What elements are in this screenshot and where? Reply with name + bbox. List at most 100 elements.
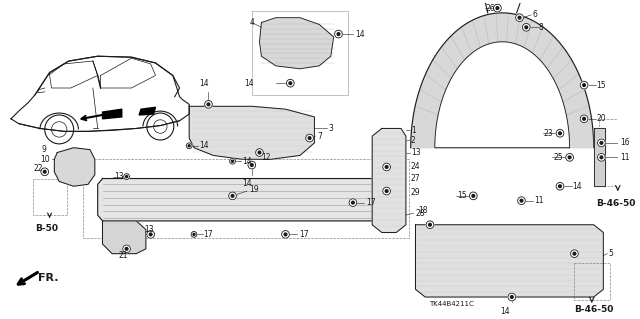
Text: 18: 18 — [419, 206, 428, 215]
Polygon shape — [98, 179, 394, 221]
Circle shape — [232, 160, 234, 162]
Circle shape — [582, 84, 586, 86]
Circle shape — [282, 231, 289, 238]
Polygon shape — [372, 129, 406, 233]
Text: 14: 14 — [199, 141, 209, 150]
Circle shape — [289, 82, 292, 85]
Circle shape — [258, 151, 261, 154]
Text: 13: 13 — [114, 172, 124, 181]
Text: 23: 23 — [543, 129, 553, 138]
Text: 13: 13 — [411, 148, 420, 157]
Polygon shape — [411, 13, 594, 148]
Polygon shape — [259, 18, 333, 69]
Circle shape — [429, 223, 431, 226]
Text: 15: 15 — [596, 81, 606, 90]
Text: 19: 19 — [249, 185, 259, 194]
Circle shape — [335, 30, 342, 38]
Text: 2: 2 — [411, 136, 415, 145]
Circle shape — [149, 233, 152, 236]
Text: 9: 9 — [42, 145, 47, 154]
Circle shape — [228, 192, 236, 200]
Text: 14: 14 — [242, 179, 252, 188]
Text: 25: 25 — [553, 153, 563, 162]
Circle shape — [522, 24, 530, 31]
Text: 29: 29 — [411, 188, 420, 197]
Text: 14: 14 — [244, 79, 253, 88]
Circle shape — [508, 293, 516, 301]
Circle shape — [580, 115, 588, 123]
Circle shape — [284, 233, 287, 236]
Polygon shape — [594, 129, 605, 186]
Circle shape — [383, 163, 390, 171]
Circle shape — [580, 81, 588, 89]
Polygon shape — [139, 107, 156, 115]
Circle shape — [516, 14, 524, 22]
Text: 11: 11 — [534, 196, 543, 205]
Circle shape — [470, 192, 477, 200]
Text: 3: 3 — [329, 124, 333, 133]
Text: 26: 26 — [486, 4, 495, 12]
Circle shape — [248, 161, 255, 169]
Circle shape — [147, 113, 174, 140]
Circle shape — [123, 245, 131, 253]
Polygon shape — [102, 221, 146, 254]
Circle shape — [230, 158, 236, 164]
Text: 4: 4 — [250, 18, 255, 27]
Text: 17: 17 — [204, 230, 213, 239]
Circle shape — [250, 164, 253, 167]
Text: 20: 20 — [596, 114, 606, 123]
Circle shape — [207, 103, 210, 106]
Circle shape — [44, 170, 46, 173]
Text: 7: 7 — [317, 132, 322, 141]
Text: 5: 5 — [608, 249, 613, 258]
Text: 22: 22 — [33, 164, 43, 174]
Circle shape — [573, 252, 576, 255]
Text: B-46-50: B-46-50 — [575, 305, 614, 314]
Circle shape — [559, 185, 561, 188]
Circle shape — [351, 201, 355, 204]
Circle shape — [600, 142, 603, 144]
Circle shape — [385, 166, 388, 168]
Circle shape — [147, 231, 154, 238]
Text: 28: 28 — [415, 209, 425, 218]
Circle shape — [520, 199, 523, 202]
Text: 6: 6 — [532, 10, 537, 19]
Circle shape — [518, 16, 521, 19]
Circle shape — [556, 130, 564, 137]
Circle shape — [186, 143, 192, 149]
Circle shape — [188, 145, 190, 147]
Circle shape — [598, 153, 605, 161]
Text: FR.: FR. — [38, 273, 58, 283]
Circle shape — [337, 33, 340, 35]
Circle shape — [496, 7, 499, 10]
Text: 13: 13 — [144, 225, 154, 234]
Text: 24: 24 — [411, 162, 420, 172]
Text: 10: 10 — [40, 155, 49, 164]
Circle shape — [600, 156, 603, 159]
Text: 17: 17 — [367, 198, 376, 207]
Circle shape — [566, 153, 573, 161]
Text: TK44B4211C: TK44B4211C — [429, 301, 474, 307]
Text: 16: 16 — [621, 138, 630, 147]
Circle shape — [383, 187, 390, 195]
Circle shape — [205, 100, 212, 108]
Circle shape — [124, 174, 129, 180]
Text: 14: 14 — [573, 182, 582, 191]
Circle shape — [493, 4, 501, 12]
Circle shape — [306, 134, 314, 142]
Polygon shape — [102, 109, 122, 119]
Circle shape — [125, 248, 128, 250]
Circle shape — [568, 156, 571, 159]
Circle shape — [385, 190, 388, 192]
Circle shape — [287, 79, 294, 87]
Text: 17: 17 — [299, 230, 308, 239]
Circle shape — [518, 197, 525, 204]
Text: B-50: B-50 — [35, 224, 58, 233]
Text: 14: 14 — [500, 307, 510, 315]
Circle shape — [255, 149, 263, 156]
Text: 12: 12 — [261, 153, 271, 162]
Circle shape — [511, 296, 513, 298]
Circle shape — [571, 250, 579, 257]
Text: 14: 14 — [355, 30, 364, 39]
Circle shape — [349, 199, 356, 206]
